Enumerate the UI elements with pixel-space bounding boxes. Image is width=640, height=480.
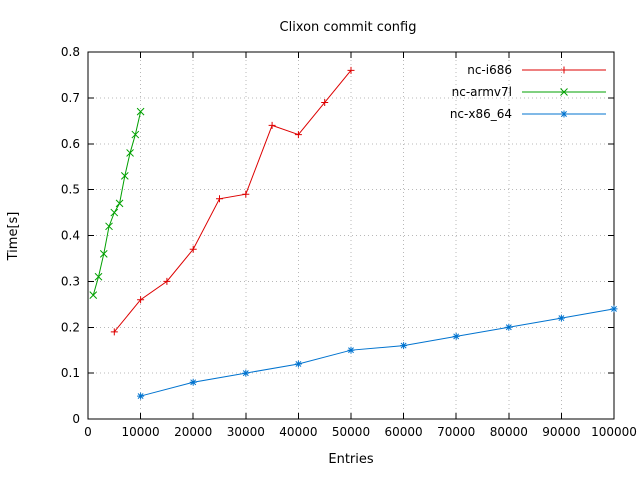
x-axis-label: Entries bbox=[328, 452, 374, 467]
x-marker bbox=[115, 199, 124, 208]
series-line bbox=[92, 111, 142, 296]
x-marker bbox=[560, 88, 568, 96]
x-marker bbox=[94, 272, 103, 281]
asterisk-marker bbox=[189, 378, 197, 386]
plus-marker bbox=[560, 66, 568, 74]
legend-item-nc-armv7l: nc-armv7l bbox=[452, 85, 606, 99]
asterisk-marker bbox=[557, 314, 565, 322]
x-tick-label: 50000 bbox=[332, 425, 370, 439]
x-marker bbox=[105, 222, 113, 231]
y-tick-label: 0.6 bbox=[61, 137, 80, 151]
plus-marker bbox=[321, 98, 329, 106]
plus-marker bbox=[163, 277, 171, 285]
chart-title: Clixon commit config bbox=[280, 20, 417, 35]
asterisk-marker bbox=[400, 342, 408, 350]
x-marker bbox=[136, 107, 145, 116]
legend: nc-i686 nc-armv7l nc-x86_64 bbox=[450, 63, 606, 121]
asterisk-marker bbox=[452, 332, 460, 340]
x-tick-label: 20000 bbox=[174, 425, 212, 439]
y-tick-label: 0 bbox=[72, 412, 80, 426]
asterisk-marker bbox=[294, 360, 302, 368]
plus-marker bbox=[189, 245, 197, 253]
asterisk-marker bbox=[137, 392, 145, 400]
plus-marker bbox=[268, 121, 276, 129]
series-nc-armv7l bbox=[89, 107, 145, 299]
x-tick-labels: 0 10000 20000 30000 40000 50000 60000 70000 8000… bbox=[84, 425, 637, 439]
y-tick-label: 0.2 bbox=[61, 320, 80, 334]
plot-border bbox=[87, 51, 615, 420]
y-tick-label: 0.8 bbox=[61, 45, 80, 59]
y-tick-label: 0.1 bbox=[61, 366, 80, 380]
x-marker bbox=[131, 130, 140, 139]
plus-marker bbox=[110, 328, 118, 336]
legend-item-nc-i686: nc-i686 bbox=[467, 63, 606, 77]
y-tick-label: 0.5 bbox=[61, 183, 80, 197]
y-tick-labels: 0 0.1 0.2 0.3 0.4 0.5 0.6 0.7 0.8 bbox=[61, 45, 80, 426]
plus-marker bbox=[347, 66, 355, 74]
asterisk-marker bbox=[505, 323, 513, 331]
axis-ticks bbox=[87, 51, 615, 420]
y-tick-label: 0.4 bbox=[61, 229, 80, 243]
y-tick-label: 0.3 bbox=[61, 274, 80, 288]
x-tick-label: 40000 bbox=[279, 425, 317, 439]
plot-border-rect bbox=[87, 51, 615, 420]
series-nc-i686 bbox=[110, 66, 355, 336]
x-marker bbox=[99, 249, 108, 258]
series-nc-x86_64 bbox=[137, 305, 618, 400]
legend-label: nc-x86_64 bbox=[450, 107, 512, 121]
asterisk-marker bbox=[347, 346, 355, 354]
plus-marker bbox=[216, 195, 223, 203]
series-line bbox=[140, 308, 615, 397]
x-tick-label: 30000 bbox=[227, 425, 265, 439]
x-tick-label: 10000 bbox=[122, 425, 160, 439]
x-tick-label: 90000 bbox=[542, 425, 580, 439]
x-tick-label: 80000 bbox=[490, 425, 528, 439]
asterisk-marker bbox=[560, 110, 568, 118]
y-tick-label: 0.7 bbox=[61, 91, 80, 105]
series-group bbox=[89, 66, 618, 400]
x-marker bbox=[89, 291, 98, 299]
x-tick-label: 70000 bbox=[437, 425, 475, 439]
legend-label: nc-i686 bbox=[467, 63, 512, 77]
x-marker bbox=[120, 172, 129, 180]
legend-label: nc-armv7l bbox=[452, 85, 512, 99]
asterisk-marker bbox=[610, 305, 618, 313]
y-axis-label: Time[s] bbox=[6, 212, 21, 262]
plus-marker bbox=[242, 190, 250, 198]
x-tick-label: 100000 bbox=[591, 425, 637, 439]
asterisk-marker bbox=[242, 369, 250, 377]
plus-marker bbox=[137, 296, 145, 304]
x-marker bbox=[110, 208, 119, 217]
x-marker bbox=[126, 149, 134, 157]
grid-lines bbox=[88, 52, 614, 419]
legend-item-nc-x86_64: nc-x86_64 bbox=[450, 107, 606, 121]
x-tick-label: 60000 bbox=[385, 425, 423, 439]
plus-marker bbox=[294, 131, 302, 139]
series-line bbox=[113, 70, 352, 333]
x-tick-label: 0 bbox=[84, 425, 92, 439]
